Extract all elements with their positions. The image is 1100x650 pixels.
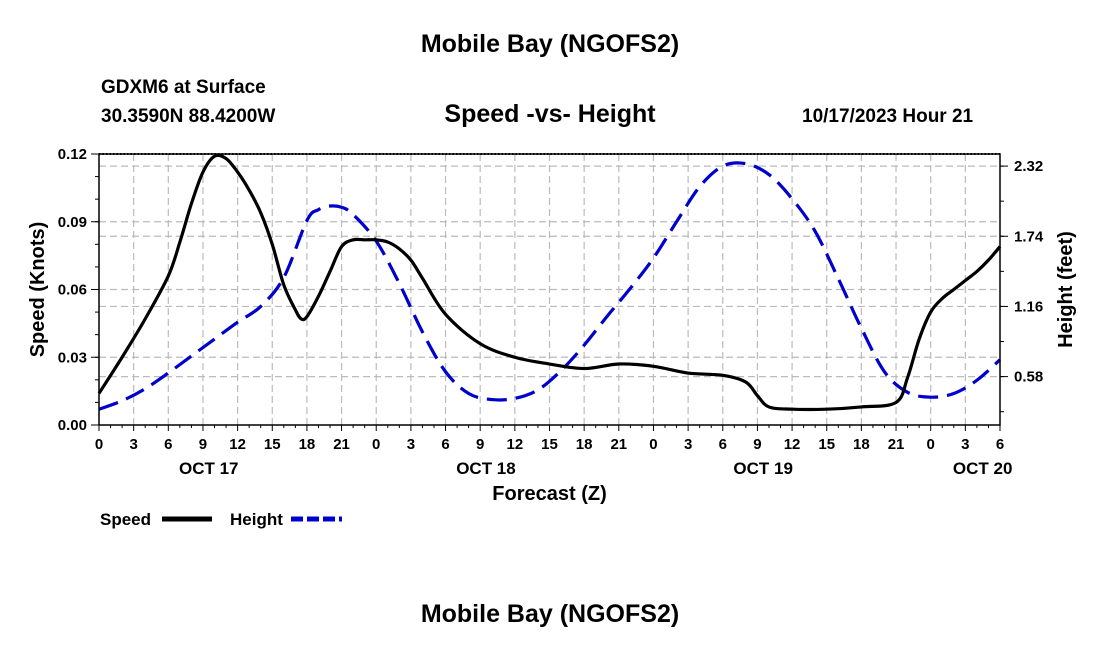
x-tick-label: 3: [684, 436, 692, 453]
x-tick-label: 18: [576, 436, 593, 453]
x-tick-label: 21: [888, 436, 905, 453]
y-right-tick-label: 2.32: [1014, 158, 1043, 175]
x-tick-label: 18: [299, 436, 316, 453]
x-tick-label: 6: [996, 436, 1004, 453]
x-tick-label: 21: [610, 436, 627, 453]
x-tick-label: 3: [407, 436, 415, 453]
x-tick-label: 0: [372, 436, 380, 453]
x-tick-label: 0: [649, 436, 657, 453]
x-tick-label: 21: [333, 436, 350, 453]
series-line-speed: [97, 153, 1002, 412]
timestamp-label: 10/17/2023 Hour 21: [802, 106, 974, 127]
x-tick-label: 3: [961, 436, 969, 453]
y-left-tick-label: 0.06: [58, 282, 87, 299]
x-tick-label: 12: [229, 436, 246, 453]
grid: [99, 154, 1000, 425]
x-tick-label: 6: [441, 436, 449, 453]
x-tick-label: 12: [507, 436, 524, 453]
y-right-axis-label: Height (feet): [1055, 231, 1077, 348]
y-left-axis-label: Speed (Knots): [27, 222, 49, 358]
x-tick-label: 0: [95, 436, 103, 453]
y-left-tick-label: 0.03: [58, 349, 87, 366]
x-tick-label: 9: [476, 436, 484, 453]
x-tick-label: 15: [541, 436, 558, 453]
date-label: OCT 17: [179, 459, 239, 478]
station-label: GDXM6 at Surface: [101, 77, 266, 98]
x-tick-label: 9: [753, 436, 761, 453]
series-line-height: [98, 161, 1002, 411]
x-axis-label: Forecast (Z): [492, 483, 606, 505]
legend-label-speed: Speed: [100, 510, 151, 529]
axes: 0 3 6 9 12 15 18 21 0 3 6 9 12 15 18 21 0 3 6 9 12 15 18 21 0 3 6O…: [27, 146, 1077, 505]
x-tick-label: 15: [264, 436, 281, 453]
y-right-tick-label: 1.16: [1014, 298, 1043, 315]
y-right-tick-label: 0.58: [1014, 369, 1043, 386]
bottom-title: Mobile Bay (NGOFS2): [420, 600, 680, 628]
date-label: OCT 18: [456, 459, 516, 478]
x-tick-label: 15: [818, 436, 835, 453]
x-tick-label: 6: [719, 436, 727, 453]
x-tick-label: 9: [199, 436, 207, 453]
x-tick-label: 18: [853, 436, 870, 453]
legend-label-height: Height: [230, 510, 283, 529]
x-tick-label: 6: [164, 436, 172, 453]
date-label: OCT 20: [953, 459, 1013, 478]
legend: Speed Height: [100, 510, 342, 529]
date-label: OCT 19: [733, 459, 793, 478]
x-tick-label: 0: [927, 436, 935, 453]
y-right-tick-label: 1.74: [1014, 228, 1044, 245]
x-tick-label: 3: [129, 436, 137, 453]
y-left-tick-label: 0.00: [58, 417, 87, 434]
y-left-tick-label: 0.09: [58, 214, 87, 231]
chart-main-title: Mobile Bay (NGOFS2): [420, 30, 680, 58]
chart-subtitle: Speed -vs- Height: [444, 100, 656, 128]
series-layer: [97, 153, 1002, 412]
y-left-tick-label: 0.12: [58, 146, 87, 163]
x-tick-label: 12: [784, 436, 801, 453]
coordinates-label: 30.3590N 88.4200W: [101, 106, 276, 127]
